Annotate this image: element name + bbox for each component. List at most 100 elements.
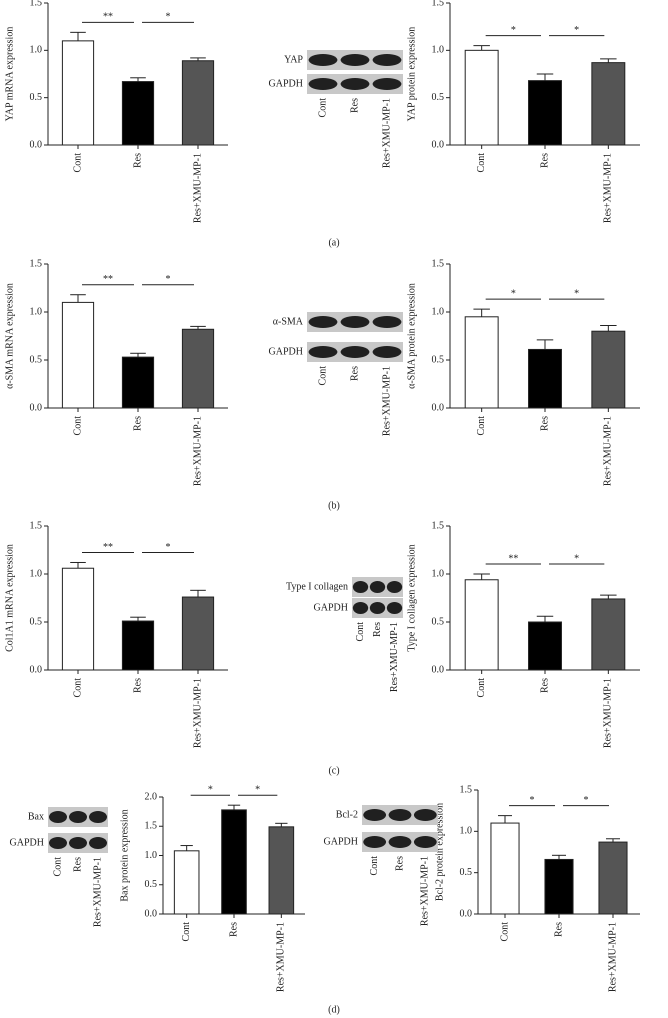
- y-tick-label: 1.5: [460, 784, 473, 795]
- x-tick-label: Res+XMU-MP-1: [603, 416, 614, 486]
- x-tick-label: Cont: [476, 153, 487, 173]
- significance-label: *: [166, 274, 171, 285]
- y-axis-label: YAP mRNA expression: [4, 27, 15, 122]
- significance-label: *: [166, 542, 171, 553]
- blot-band: [413, 836, 437, 848]
- significance-label: *: [530, 795, 535, 806]
- y-tick-label: 1.5: [432, 520, 445, 531]
- blot-band: [340, 54, 370, 66]
- bar: [181, 60, 215, 146]
- blot-lane-label: Cont: [317, 98, 328, 118]
- bar: [61, 567, 95, 671]
- significance-label: **: [103, 542, 113, 553]
- bar: [464, 49, 499, 146]
- blot-lane-label: Cont: [369, 856, 380, 876]
- blot-band: [340, 316, 370, 328]
- significance-label: *: [255, 784, 260, 795]
- significance-label: **: [103, 12, 113, 23]
- blot-band: [363, 809, 387, 821]
- y-tick-label: 1.0: [460, 826, 473, 837]
- y-tick-label: 1.0: [30, 568, 43, 579]
- bar: [591, 598, 626, 671]
- y-tick-label: 0.0: [432, 664, 445, 675]
- y-tick-label: 0.5: [432, 354, 445, 365]
- significance-label: *: [511, 288, 516, 299]
- y-tick-label: 0.0: [145, 908, 158, 919]
- blot-band: [372, 316, 402, 328]
- y-tick-label: 1.0: [432, 568, 445, 579]
- blot-lane-label: Res: [72, 857, 83, 872]
- panel-label: (b): [328, 500, 340, 511]
- blot-band: [308, 346, 338, 358]
- y-tick-label: 1.0: [145, 850, 158, 861]
- bar: [464, 579, 499, 671]
- blot-band: [388, 836, 412, 848]
- y-axis-label: Bax protein expression: [119, 809, 130, 901]
- significance-label: *: [584, 795, 589, 806]
- blot-band: [372, 54, 402, 66]
- y-tick-label: 1.5: [432, 258, 445, 269]
- y-tick-label: 2.0: [145, 791, 158, 802]
- blot-band: [340, 346, 370, 358]
- blot-lane-label: Res+XMU-MP-1: [389, 622, 400, 692]
- y-tick-label: 0.0: [432, 139, 445, 150]
- x-tick-label: Cont: [476, 678, 487, 698]
- x-tick-label: Res: [539, 416, 550, 431]
- y-tick-label: 1.5: [30, 520, 43, 531]
- blot-band: [413, 809, 437, 821]
- x-tick-label: Res+XMU-MP-1: [192, 416, 203, 486]
- y-axis-label: Col1A1 mRNA expression: [4, 544, 15, 652]
- bar: [61, 301, 95, 409]
- x-tick-label: Cont: [499, 922, 510, 942]
- x-tick-label: Cont: [72, 678, 83, 698]
- blot-band: [340, 78, 370, 90]
- blot-lane-label: Res+XMU-MP-1: [92, 857, 103, 927]
- x-tick-label: Res: [132, 153, 143, 168]
- bar: [221, 809, 247, 915]
- y-tick-label: 0.5: [432, 616, 445, 627]
- bar: [544, 858, 574, 915]
- x-tick-label: Res+XMU-MP-1: [192, 678, 203, 748]
- x-tick-label: Res+XMU-MP-1: [607, 922, 618, 992]
- blot-band: [386, 581, 403, 593]
- bar: [598, 841, 628, 915]
- blot-lane-label: Res: [394, 856, 405, 871]
- blot-lane-label: Res+XMU-MP-1: [381, 98, 392, 168]
- bar: [121, 81, 155, 146]
- blot-band: [352, 602, 369, 614]
- y-tick-label: 0.5: [460, 867, 473, 878]
- bar: [121, 356, 155, 409]
- blot-band: [388, 809, 412, 821]
- blot-band: [308, 78, 338, 90]
- bar: [528, 348, 562, 409]
- blot-band: [372, 78, 402, 90]
- blot-row-label: GAPDH: [10, 837, 44, 848]
- y-tick-label: 0.5: [432, 92, 445, 103]
- blot-band: [69, 811, 87, 823]
- bar: [591, 62, 626, 146]
- y-tick-label: 0.0: [30, 664, 43, 675]
- blot-lane-label: Cont: [355, 622, 366, 642]
- blot-lane-label: Res+XMU-MP-1: [381, 366, 392, 436]
- blot-row-label: GAPDH: [324, 836, 358, 847]
- bar: [61, 40, 95, 146]
- blot-band: [89, 811, 107, 823]
- blot-band: [49, 811, 67, 823]
- blot-lane-label: Res: [349, 366, 360, 381]
- blot-lane-label: Cont: [317, 366, 328, 386]
- y-axis-label: α-SMA mRNA expression: [4, 283, 15, 389]
- y-tick-label: 0.0: [30, 402, 43, 413]
- blot-band: [89, 837, 107, 849]
- blot-band: [352, 581, 369, 593]
- blot-band: [369, 602, 386, 614]
- x-tick-label: Res: [539, 153, 550, 168]
- y-tick-label: 0.5: [30, 616, 43, 627]
- panel-label: (a): [328, 237, 339, 248]
- blot-band: [69, 837, 87, 849]
- y-tick-label: 0.0: [432, 402, 445, 413]
- blot-row-label: GAPDH: [269, 346, 303, 357]
- y-tick-label: 1.0: [432, 45, 445, 56]
- x-tick-label: Res: [132, 678, 143, 693]
- blot-row-label: α-SMA: [273, 316, 304, 327]
- x-tick-label: Res: [553, 922, 564, 937]
